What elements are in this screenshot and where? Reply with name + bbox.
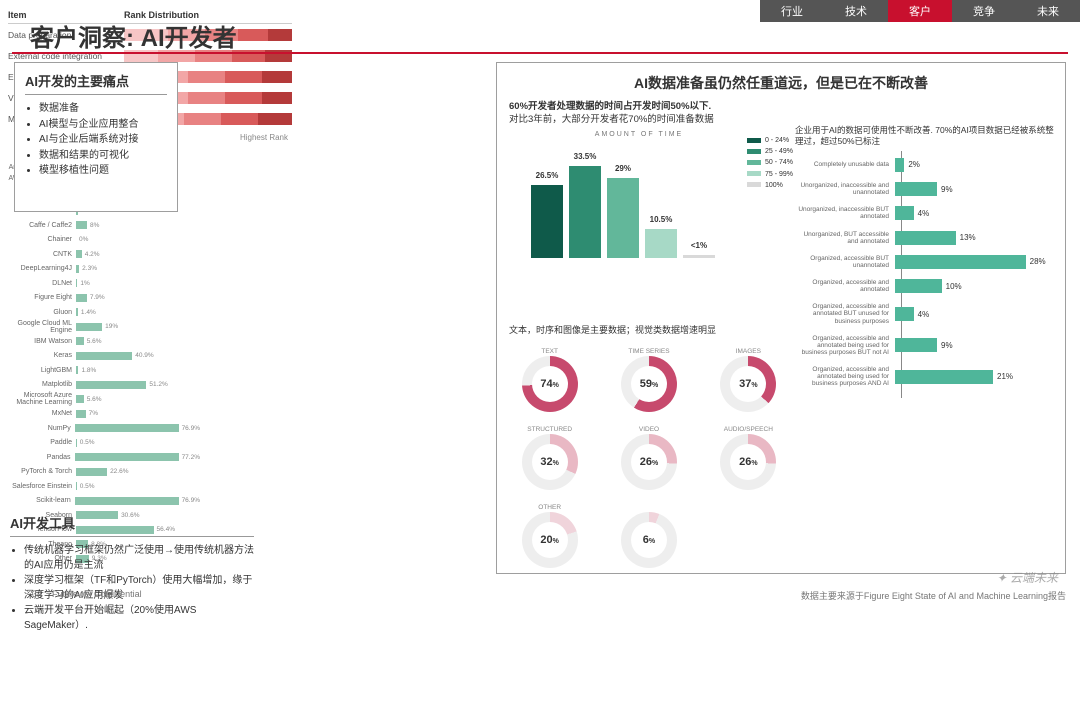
donut-item: OTHER20% — [522, 502, 578, 568]
pain-item: AI模型与企业应用整合 — [39, 117, 167, 133]
usab-row: Organized, accessible BUT unannotated28% — [795, 255, 1055, 269]
pain-item: AI与企业后端系统对接 — [39, 132, 167, 148]
pain-item: 数据准备 — [39, 101, 167, 117]
nav-tab[interactable]: 竞争 — [952, 0, 1016, 22]
time-bar: 26.5% — [531, 185, 563, 258]
pain-list: 数据准备AI模型与企业应用整合AI与企业后端系统对接数据和结果的可视化模型移植性… — [39, 101, 167, 179]
tools-list: 传统机器学习框架仍然广泛使用→使用传统机器方法的AI应用仍是主流深度学习框架（T… — [24, 543, 254, 633]
usab-row: Unorganized, inaccessible BUT annotated4… — [795, 206, 1055, 220]
time-legend-item: 0 - 24% — [729, 135, 793, 146]
donut-item: TEXT74% — [522, 346, 578, 412]
nav-tab[interactable]: 行业 — [760, 0, 824, 22]
tools-text-box: AI开发工具 传统机器学习框架仍然广泛使用→使用传统机器方法的AI应用仍是主流深… — [0, 505, 264, 705]
tool-bar-row: Figure Eight7.9% — [0, 291, 200, 306]
donut-caption: 文本，时序和图像是主要数据；视觉类数据增速明显 — [509, 323, 789, 336]
confidential-label: Futurewei Confidential — [52, 589, 142, 599]
tool-bar-row: CNTK4.2% — [0, 247, 200, 262]
donut-item: VIDEO26% — [621, 424, 677, 490]
right-title: AI数据准备虽仍然任重道远，但是已在不断改善 — [509, 73, 1053, 93]
usab-row: Organized, accessible and annotated bein… — [795, 366, 1055, 387]
watermark: ✦ 云端未来 — [997, 569, 1058, 586]
donut-grid-section: 文本，时序和图像是主要数据；视觉类数据增速明显 TEXT74% TIME SERI… — [509, 323, 789, 568]
time-bar: 33.5% — [569, 166, 601, 258]
nav-tab[interactable]: 技术 — [824, 0, 888, 22]
title-underline — [12, 52, 1068, 54]
tool-bar-row: DLNet1% — [0, 276, 200, 291]
usab-row: Organized, accessible and annotated bein… — [795, 335, 1055, 356]
donut-item: STRUCTURED32% — [522, 424, 578, 490]
tool-bar-row: NumPy76.9% — [0, 421, 200, 436]
tool-bar-row: IBM Watson5.6% — [0, 334, 200, 349]
nav-tab[interactable]: 客户 — [888, 0, 952, 22]
tool-bar-row: Keras40.9% — [0, 349, 200, 364]
usability-hbar: 企业用于AI的数据可使用性不断改善. 70%的AI项目数据已经被系统整理过，超过… — [795, 125, 1055, 398]
tool-bar-row: PyTorch & Torch22.6% — [0, 465, 200, 480]
usab-row: Organized, accessible and annotated10% — [795, 279, 1055, 293]
time-bar: 10.5% — [645, 229, 677, 258]
pain-item: 数据和结果的可视化 — [39, 148, 167, 164]
time-bar: <1% — [683, 255, 715, 258]
tool-bar-row: Caffe / Caffe28% — [0, 218, 200, 233]
pain-points-box: AI开发的主要痛点 数据准备AI模型与企业应用整合AI与企业后端系统对接数据和结… — [14, 62, 178, 212]
time-legend-item: 100% — [729, 180, 793, 191]
slide-title: 客户洞察: AI开发者 — [30, 18, 237, 53]
tool-bar-row: Salesforce Einstein0.5% — [0, 479, 200, 494]
pain-item: 模型移植性问题 — [39, 163, 167, 179]
donut-item: IMAGES37% — [720, 346, 776, 412]
tool-bar-row: Paddle0.5% — [0, 436, 200, 451]
tool-bar-row: MxNet7% — [0, 407, 200, 422]
usab-row: Completely unusable data2% — [795, 158, 1055, 172]
tool-bar-row: Google Cloud ML Engine19% — [0, 320, 200, 335]
usab-row: Unorganized, BUT accessible and annotate… — [795, 231, 1055, 245]
data-prep-panel: AI数据准备虽仍然任重道远，但是已在不断改善 60%开发者处理数据的时间占开发时… — [496, 62, 1066, 574]
tool-bar-row: Microsoft Azure Machine Learning5.6% — [0, 392, 200, 407]
donut-item: AUDIO/SPEECH26% — [720, 424, 776, 490]
nav-tab[interactable]: 未来 — [1016, 0, 1080, 22]
tool-bar-row: Chainer0% — [0, 233, 200, 248]
tool-bar-row: Gluon1.4% — [0, 305, 200, 320]
pain-heading: AI开发的主要痛点 — [25, 71, 167, 95]
tool-bar-row: DeepLearning4J2.3% — [0, 262, 200, 277]
time-bar-chart: AMOUNT OF TIME 26.5%33.5%29%10.5%<1% 0 -… — [509, 131, 769, 281]
rank-legend-high: Highest Rank — [240, 133, 288, 142]
footer-source: 数据主要来源于Figure Eight State of AI and Mach… — [801, 589, 1066, 602]
time-bar: 29% — [607, 178, 639, 258]
top-nav: 行业技术客户竞争未来 — [760, 0, 1080, 22]
usab-caption: 企业用于AI的数据可使用性不断改善. 70%的AI项目数据已经被系统整理过，超过… — [795, 125, 1055, 148]
right-sub-bold: 60%开发者处理数据的时间占开发时间50%以下. — [509, 101, 711, 112]
time-legend-item: 25 - 49% — [729, 146, 793, 157]
tools-bullet: 传统机器学习框架仍然广泛使用→使用传统机器方法的AI应用仍是主流 — [24, 543, 254, 573]
tool-bar-row: Matplotlib51.2% — [0, 378, 200, 393]
footer: 34 Futurewei Confidential 数据主要来源于Figure … — [32, 589, 1066, 602]
time-legend-item: 50 - 74% — [729, 157, 793, 168]
page-number: 34 — [32, 589, 42, 599]
time-legend-item: 75 - 99% — [729, 169, 793, 180]
donut-item: TIME SERIES59% — [621, 346, 677, 412]
tool-bar-row: Pandas77.2% — [0, 450, 200, 465]
usab-row: Organized, accessible and annotated BUT … — [795, 303, 1055, 324]
tool-bar-row: LightGBM1.8% — [0, 363, 200, 378]
usab-row: Unorganized, inaccessible and unannotate… — [795, 182, 1055, 196]
donut-item: 6% — [621, 502, 677, 568]
